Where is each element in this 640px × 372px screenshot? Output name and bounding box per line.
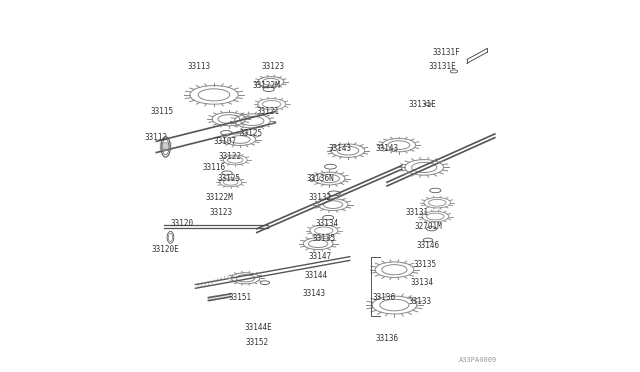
Text: 33136N: 33136N bbox=[306, 174, 334, 183]
Text: 32701M: 32701M bbox=[414, 222, 442, 231]
Text: 33113: 33113 bbox=[188, 62, 211, 71]
Text: 33143: 33143 bbox=[376, 144, 399, 153]
Text: 33132: 33132 bbox=[308, 193, 332, 202]
Text: 33136: 33136 bbox=[372, 293, 396, 302]
Text: 33120: 33120 bbox=[171, 219, 194, 228]
Text: 33122: 33122 bbox=[218, 152, 241, 161]
Text: 33143: 33143 bbox=[329, 144, 352, 153]
Text: 33123: 33123 bbox=[262, 62, 285, 71]
Text: 33134: 33134 bbox=[316, 219, 339, 228]
Text: 33135: 33135 bbox=[413, 260, 436, 269]
Text: 33144: 33144 bbox=[305, 271, 328, 280]
Text: 33131E: 33131E bbox=[408, 100, 436, 109]
Text: 33144E: 33144E bbox=[244, 323, 273, 332]
Text: 33123: 33123 bbox=[210, 208, 233, 217]
Text: 33151: 33151 bbox=[228, 293, 252, 302]
Text: 33131E: 33131E bbox=[429, 62, 456, 71]
Text: 33136: 33136 bbox=[376, 334, 399, 343]
Text: A33PA0009: A33PA0009 bbox=[458, 357, 497, 363]
Text: 33115: 33115 bbox=[150, 107, 173, 116]
Text: 33125: 33125 bbox=[239, 129, 263, 138]
Text: 33147: 33147 bbox=[308, 252, 332, 261]
Text: 33112: 33112 bbox=[144, 133, 167, 142]
Text: 33120E: 33120E bbox=[152, 245, 179, 254]
Text: 33116: 33116 bbox=[202, 163, 225, 172]
Text: 33121: 33121 bbox=[257, 107, 280, 116]
Text: 33152: 33152 bbox=[245, 338, 268, 347]
Text: 33122M: 33122M bbox=[252, 81, 280, 90]
Text: 33107: 33107 bbox=[214, 137, 237, 146]
Text: 33131: 33131 bbox=[406, 208, 429, 217]
Text: 33146: 33146 bbox=[416, 241, 440, 250]
Text: 33122M: 33122M bbox=[205, 193, 234, 202]
Text: 33131F: 33131F bbox=[433, 48, 460, 57]
Text: 33135: 33135 bbox=[312, 234, 335, 243]
Text: 33134: 33134 bbox=[411, 278, 434, 287]
Text: 33125: 33125 bbox=[218, 174, 241, 183]
Text: 33143: 33143 bbox=[302, 289, 325, 298]
Text: 33133: 33133 bbox=[408, 297, 431, 306]
